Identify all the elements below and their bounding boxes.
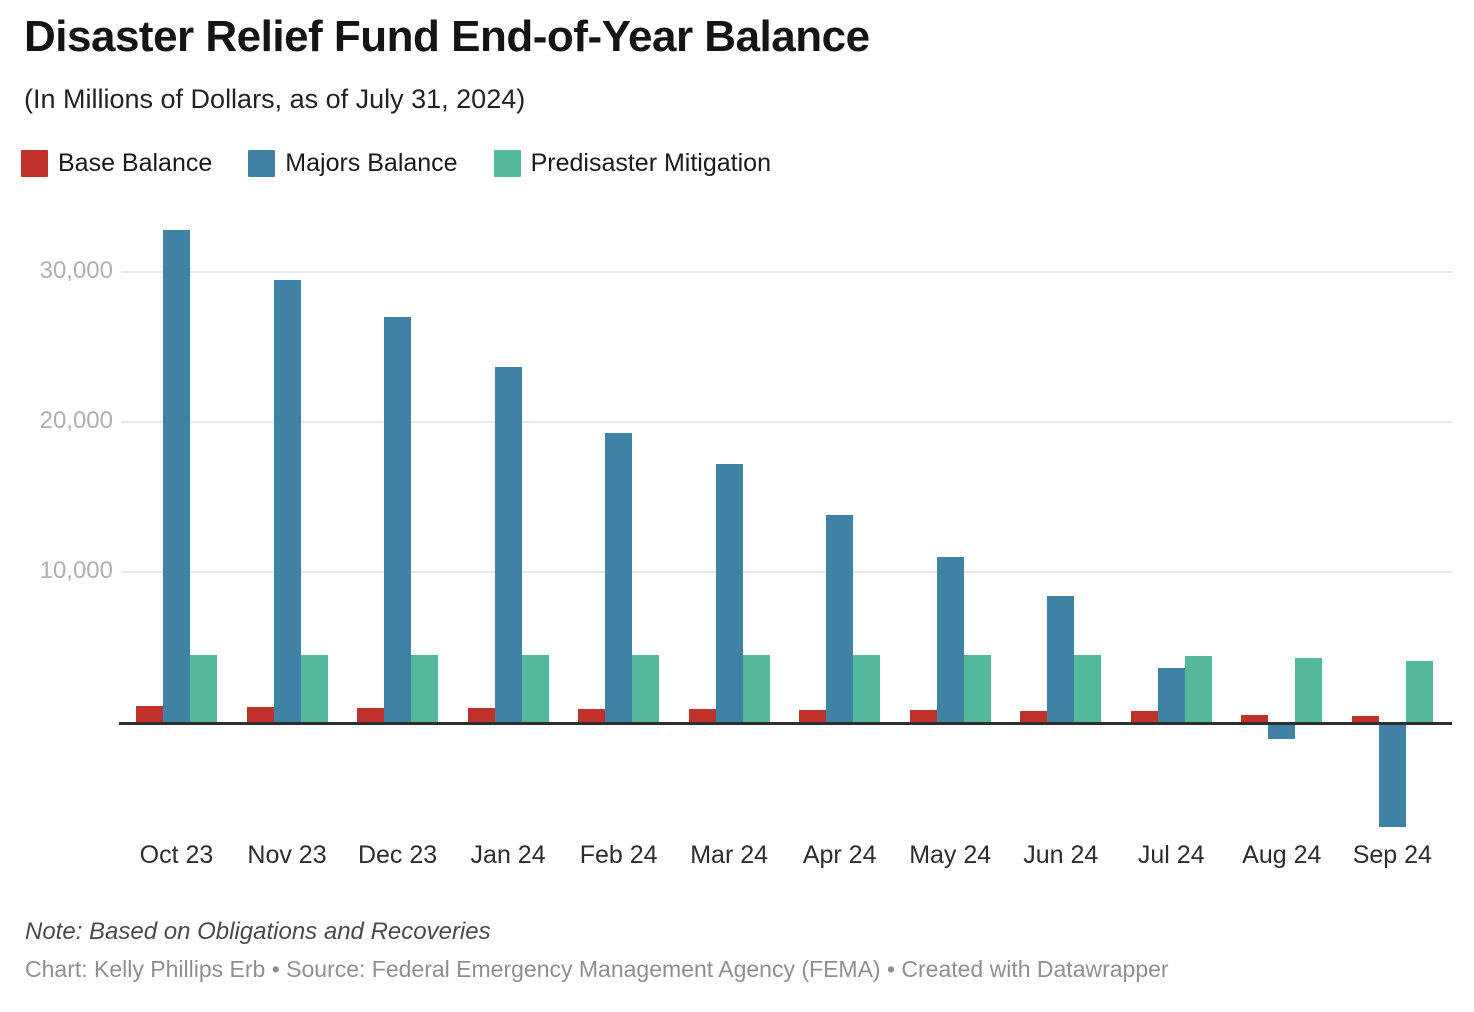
bar-base-balance-aug-24[interactable]: [1241, 714, 1269, 722]
legend-item-majors-balance: Majors Balance: [248, 149, 458, 178]
bar-predisaster-mitigation-may-24[interactable]: [963, 655, 991, 722]
bar-majors-balance-feb-24[interactable]: [605, 432, 633, 722]
bar-predisaster-mitigation-oct-23[interactable]: [190, 654, 217, 722]
legend: Base Balance Majors Balance Predisaster Mi…: [21, 149, 771, 178]
gridline-20000: [121, 421, 1452, 423]
bar-base-balance-may-24[interactable]: [909, 710, 937, 722]
legend-label: Predisaster Mitigation: [530, 149, 771, 177]
bar-majors-balance-aug-24[interactable]: [1268, 722, 1296, 739]
x-axis-label: Aug 24: [1242, 841, 1322, 869]
bar-base-balance-feb-24[interactable]: [578, 708, 606, 722]
bar-majors-balance-oct-23[interactable]: [163, 230, 190, 722]
x-axis-label: May 24: [909, 841, 992, 869]
x-axis-label: Dec 23: [357, 841, 438, 869]
bar-predisaster-mitigation-jan-24[interactable]: [521, 655, 549, 722]
legend-swatch-icon: [248, 150, 276, 177]
bar-predisaster-mitigation-sep-24[interactable]: [1405, 660, 1433, 722]
bar-base-balance-oct-23[interactable]: [136, 706, 163, 722]
chart-subtitle: (In Millions of Dollars, as of July 31, …: [24, 84, 526, 114]
bar-predisaster-mitigation-jul-24[interactable]: [1184, 656, 1212, 722]
bar-base-balance-nov-23[interactable]: [246, 707, 274, 722]
x-axis-line: [119, 722, 1452, 725]
bar-predisaster-mitigation-dec-23[interactable]: [411, 655, 439, 722]
y-axis-label: 20,000: [39, 407, 113, 434]
bar-majors-balance-jul-24[interactable]: [1157, 668, 1185, 722]
chart-title: Disaster Relief Fund End-of-Year Balance: [24, 12, 870, 61]
legend-label: Majors Balance: [285, 149, 458, 177]
bar-predisaster-mitigation-apr-24[interactable]: [853, 654, 881, 722]
bar-majors-balance-dec-23[interactable]: [384, 317, 412, 722]
bar-base-balance-jul-24[interactable]: [1130, 710, 1158, 722]
gridline-10000: [121, 571, 1452, 573]
bar-majors-balance-jun-24[interactable]: [1047, 596, 1075, 722]
legend-item-base-balance: Base Balance: [21, 149, 212, 178]
legend-swatch-icon: [493, 150, 521, 177]
bar-majors-balance-mar-24[interactable]: [715, 464, 743, 722]
y-axis-label: 10,000: [39, 557, 113, 584]
bar-majors-balance-jan-24[interactable]: [494, 366, 522, 722]
legend-label: Base Balance: [58, 149, 213, 177]
bar-base-balance-apr-24[interactable]: [799, 710, 827, 722]
bar-predisaster-mitigation-jun-24[interactable]: [1074, 655, 1102, 722]
x-axis-label: Jul 24: [1137, 841, 1205, 869]
gridline-30000: [121, 271, 1452, 273]
bar-base-balance-sep-24[interactable]: [1351, 716, 1379, 722]
bar-majors-balance-apr-24[interactable]: [826, 515, 854, 722]
legend-swatch-icon: [21, 150, 48, 177]
bar-base-balance-jan-24[interactable]: [467, 707, 495, 722]
bar-predisaster-mitigation-feb-24[interactable]: [632, 654, 660, 722]
x-axis-label: Nov 23: [247, 841, 327, 869]
bar-majors-balance-may-24[interactable]: [936, 557, 964, 722]
note-text: Note: Based on Obligations and Recoverie…: [25, 918, 491, 945]
bar-base-balance-dec-23[interactable]: [357, 707, 385, 722]
x-axis-label: Feb 24: [579, 841, 658, 869]
x-axis-label: Sep 24: [1352, 841, 1432, 869]
legend-item-predisaster-mitigation: Predisaster Mitigation: [493, 149, 771, 178]
y-axis-label: 30,000: [39, 257, 113, 284]
x-axis-label: Apr 24: [802, 841, 877, 869]
x-axis-label: Oct 23: [139, 841, 214, 869]
bar-predisaster-mitigation-nov-23[interactable]: [300, 654, 328, 722]
bar-predisaster-mitigation-aug-24[interactable]: [1295, 657, 1323, 722]
bar-base-balance-mar-24[interactable]: [688, 709, 716, 722]
bar-predisaster-mitigation-mar-24[interactable]: [742, 654, 770, 722]
bar-majors-balance-nov-23[interactable]: [273, 279, 301, 722]
bar-base-balance-jun-24[interactable]: [1020, 710, 1048, 722]
x-axis-label: Jan 24: [470, 841, 546, 869]
bar-majors-balance-sep-24[interactable]: [1378, 722, 1406, 827]
x-axis-label: Jun 24: [1023, 841, 1099, 869]
x-axis-label: Mar 24: [690, 841, 769, 869]
credit-text: Chart: Kelly Phillips Erb • Source: Fede…: [25, 956, 1169, 982]
